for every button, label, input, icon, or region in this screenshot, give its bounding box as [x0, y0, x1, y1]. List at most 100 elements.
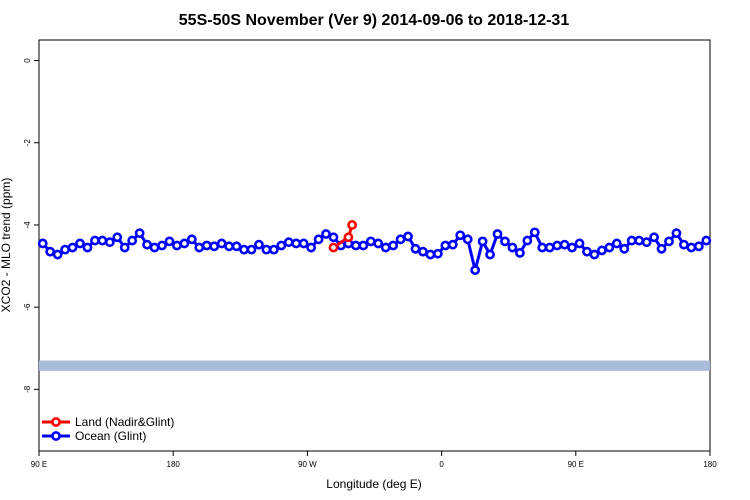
- data-point: [52, 249, 63, 260]
- data-point: [544, 242, 555, 253]
- data-point: [418, 246, 428, 257]
- data-point: [321, 229, 331, 239]
- data-point: [37, 238, 48, 249]
- x-axis: 90 E 180 90 W 0 90 E 180: [31, 451, 717, 469]
- data-point: [410, 243, 421, 254]
- data-point: [596, 245, 607, 256]
- data-point: [514, 247, 525, 258]
- data-point: [686, 242, 697, 253]
- data-point: [693, 241, 704, 252]
- data-point: [261, 244, 272, 255]
- data-point: [388, 240, 399, 251]
- x-tick-label: 0: [439, 460, 444, 469]
- data-point: [455, 230, 466, 241]
- data-point: [559, 239, 570, 250]
- data-point: [485, 249, 495, 260]
- legend: Land (Nadir&Glint)Ocean (Glint): [42, 415, 174, 443]
- y-tick-label: -2: [23, 139, 32, 147]
- data-point: [119, 242, 130, 253]
- data-point: [380, 242, 391, 253]
- legend-marker: [51, 431, 61, 441]
- data-point: [470, 265, 481, 276]
- data-point: [209, 241, 220, 252]
- data-point: [552, 240, 563, 251]
- data-point: [149, 242, 160, 253]
- data-point: [462, 234, 473, 245]
- data-point: [582, 246, 592, 257]
- data-point: [619, 243, 630, 254]
- legend-label: Land (Nadir&Glint): [75, 415, 174, 429]
- data-point: [291, 238, 302, 249]
- data-point: [306, 242, 317, 253]
- data-point: [611, 238, 622, 249]
- data-point: [164, 236, 175, 247]
- legend-item: Ocean (Glint): [42, 429, 146, 443]
- shaded-band: [39, 360, 710, 371]
- data-point: [328, 242, 339, 253]
- y-axis-label: XCO2 - MLO trend (ppm): [0, 178, 13, 313]
- data-point: [373, 238, 384, 249]
- data-point: [157, 240, 167, 251]
- data-point: [365, 236, 376, 247]
- data-point: [634, 235, 645, 246]
- data-point: [507, 242, 518, 253]
- data-point: [440, 240, 451, 251]
- series-ocean-glint: [37, 227, 712, 276]
- data-point: [432, 248, 443, 259]
- data-point: [671, 228, 682, 239]
- data-point: [656, 243, 667, 254]
- legend-label: Ocean (Glint): [75, 429, 146, 443]
- x-tick-label: 180: [167, 460, 181, 469]
- data-point: [194, 242, 205, 253]
- data-point: [350, 240, 361, 251]
- data-point: [239, 244, 249, 255]
- data-point: [90, 235, 100, 246]
- data-point: [492, 229, 503, 239]
- y-tick-label: 0: [23, 58, 32, 63]
- data-point: [522, 235, 533, 246]
- data-point: [172, 240, 182, 251]
- x-tick-label: 90 E: [568, 460, 584, 469]
- data-point: [664, 236, 674, 247]
- x-axis-label: Longitude (deg E): [326, 477, 421, 491]
- band-layer: [39, 360, 710, 371]
- data-point: [403, 231, 413, 242]
- data-point: [104, 237, 115, 248]
- data-point: [276, 240, 287, 251]
- data-point: [701, 235, 712, 246]
- data-point: [75, 238, 85, 249]
- data-point: [425, 249, 436, 260]
- data-point: [313, 234, 324, 245]
- data-point: [283, 237, 294, 248]
- data-point: [97, 235, 108, 246]
- data-point: [343, 232, 354, 243]
- data-point: [500, 236, 510, 247]
- data-point: [626, 235, 637, 246]
- data-point: [142, 239, 153, 250]
- data-point: [649, 232, 659, 243]
- y-tick-label: -4: [23, 221, 32, 229]
- data-point: [268, 244, 279, 255]
- data-point: [45, 246, 56, 257]
- data-point: [254, 239, 264, 250]
- data-point: [186, 234, 197, 245]
- x-tick-label: 180: [703, 460, 717, 469]
- data-point: [216, 238, 227, 249]
- data-point: [358, 240, 369, 251]
- data-point: [201, 240, 212, 251]
- series-layer: [37, 220, 712, 276]
- data-point: [224, 241, 235, 252]
- legend-item: Land (Nadir&Glint): [42, 415, 174, 429]
- data-point: [604, 242, 615, 253]
- data-point: [127, 235, 138, 246]
- data-point: [447, 239, 458, 250]
- data-point: [529, 227, 540, 238]
- data-point: [477, 236, 488, 247]
- data-point: [567, 242, 577, 253]
- data-point: [537, 242, 548, 253]
- data-point: [574, 238, 585, 249]
- y-tick-label: -6: [23, 303, 32, 311]
- y-axis: 0 -2 -4 -6 -8: [23, 58, 39, 393]
- y-tick-label: -8: [23, 385, 32, 393]
